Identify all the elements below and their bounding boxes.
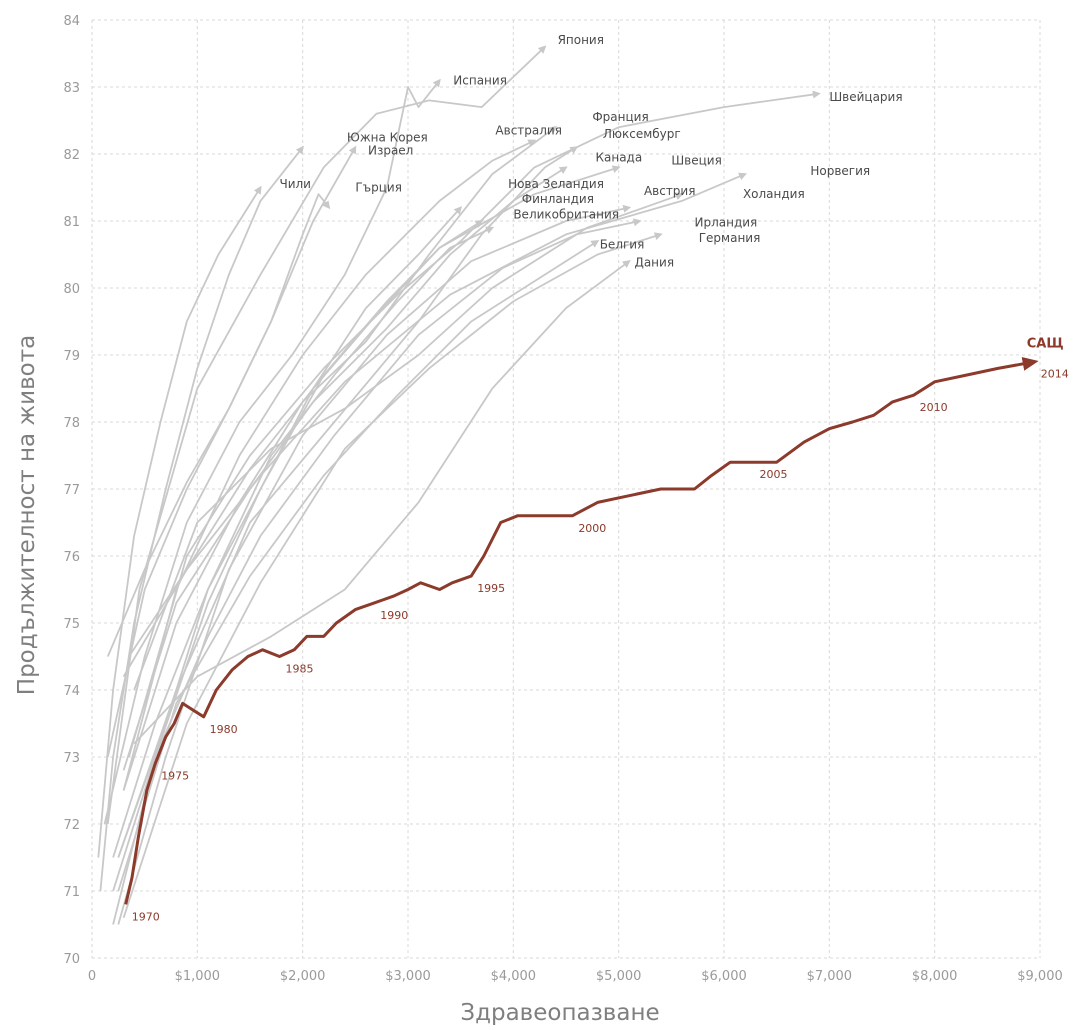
x-tick-label: $9,000: [1017, 969, 1063, 984]
x-tick-label: $1,000: [175, 969, 221, 984]
y-tick-label: 74: [63, 684, 80, 699]
year-label: 1990: [380, 609, 408, 622]
y-tick-label: 72: [63, 818, 80, 833]
x-tick-label: $5,000: [596, 969, 642, 984]
series-line: [99, 145, 304, 892]
y-tick-label: 83: [63, 81, 80, 96]
series-line: [122, 166, 568, 771]
country-label: Белгия: [600, 237, 645, 251]
series-line: [103, 78, 441, 825]
y-tick-label: 78: [63, 416, 80, 431]
x-tick-label: 0: [88, 969, 96, 984]
country-label: Канада: [595, 150, 642, 164]
country-label: Норвегия: [810, 164, 870, 178]
country-label: Япония: [558, 33, 604, 47]
country-label: Люксембург: [603, 127, 681, 141]
series-line: [106, 45, 547, 825]
series-line: [117, 240, 600, 892]
year-label: 1980: [210, 723, 238, 736]
country-label: Нова Зеландия: [508, 177, 604, 191]
y-tick-label: 84: [63, 14, 80, 29]
series-line: [128, 165, 621, 657]
country-label: Чили: [279, 177, 311, 191]
country-lines: [97, 45, 821, 925]
series-line: [106, 193, 331, 657]
country-label: Швеция: [671, 154, 721, 168]
country-label: Австралия: [495, 124, 562, 138]
y-tick-label: 70: [63, 952, 80, 967]
usa-series-line: [124, 356, 1039, 905]
y-axis-title: Продължителност на живота: [14, 335, 40, 695]
country-label: Гърция: [355, 181, 402, 195]
y-tick-label: 71: [63, 885, 80, 900]
country-label: Холандия: [743, 187, 805, 201]
x-tick-label: $2,000: [280, 969, 326, 984]
year-label: 2005: [759, 468, 787, 481]
y-tick-label: 81: [63, 215, 80, 230]
y-tick-label: 76: [63, 550, 80, 565]
y-tick-label: 82: [63, 148, 80, 163]
country-label: Ирландия: [695, 215, 758, 229]
year-label: 2000: [578, 522, 606, 535]
series-line: [122, 126, 558, 791]
series-line: [122, 232, 663, 919]
country-label: Австрия: [644, 184, 696, 198]
series-line: [133, 260, 631, 745]
country-label: Израел: [368, 144, 413, 158]
x-tick-labels: 0 $1,000 $2,000 $3,000 $4,000 $5,000 $6,000 $7,…: [88, 969, 1063, 984]
year-label: 1995: [477, 582, 505, 595]
x-tick-label: $4,000: [491, 969, 537, 984]
usa-line: САЩ 1970 1975 1980 1985 1990 1995 2000 2005 2010 2…: [124, 337, 1069, 923]
country-labels: Япония Испания Швейцария Франция Австралия Лю…: [279, 33, 902, 269]
country-label: Южна Корея: [347, 130, 428, 144]
series-line: [97, 185, 262, 858]
country-label: Великобритания: [513, 207, 619, 221]
x-tick-label: $6,000: [701, 969, 747, 984]
series-line: [117, 206, 463, 858]
series-line: [117, 204, 632, 925]
x-axis-title: Здравеопазване: [460, 1000, 659, 1026]
year-label: 2010: [920, 401, 948, 414]
series-line: [106, 145, 357, 758]
y-tick-label: 75: [63, 617, 80, 632]
x-tick-label: $8,000: [912, 969, 958, 984]
year-label: 1985: [285, 663, 313, 676]
year-label: 1970: [132, 910, 160, 923]
y-tick-label: 80: [63, 282, 80, 297]
y-tick-label: 77: [63, 483, 80, 498]
grid: [91, 19, 1041, 959]
x-tick-label: $7,000: [807, 969, 853, 984]
series-line: [128, 90, 821, 758]
x-tick-label: $3,000: [385, 969, 431, 984]
country-label: Дания: [634, 256, 674, 270]
country-label: Испания: [453, 73, 507, 87]
y-tick-label: 73: [63, 751, 80, 766]
series-line: [122, 172, 747, 678]
year-label: 2014: [1041, 368, 1069, 381]
usa-series-label: САЩ: [1027, 337, 1064, 352]
y-tick-labels: 70 71 72 73 74 75 76 77 78 79 80 81 82 83 84: [63, 14, 80, 967]
country-label: Финландия: [522, 192, 594, 206]
series-line: [117, 146, 579, 858]
y-tick-label: 79: [63, 349, 80, 364]
series-line: [122, 139, 537, 791]
series-line: [112, 219, 484, 925]
series-line: [112, 226, 495, 858]
country-label: Франция: [592, 110, 648, 124]
year-label: 1975: [161, 770, 189, 783]
country-label: Швейцария: [829, 90, 902, 104]
country-label: Германия: [699, 231, 761, 245]
